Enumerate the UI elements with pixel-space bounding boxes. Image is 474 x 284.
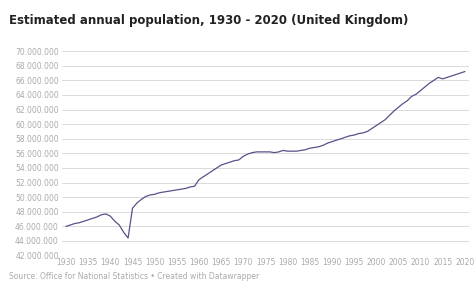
Text: Estimated annual population, 1930 - 2020 (United Kingdom): Estimated annual population, 1930 - 2020… — [9, 14, 409, 27]
Text: Source: Office for National Statistics • Created with Datawrapper: Source: Office for National Statistics •… — [9, 272, 260, 281]
